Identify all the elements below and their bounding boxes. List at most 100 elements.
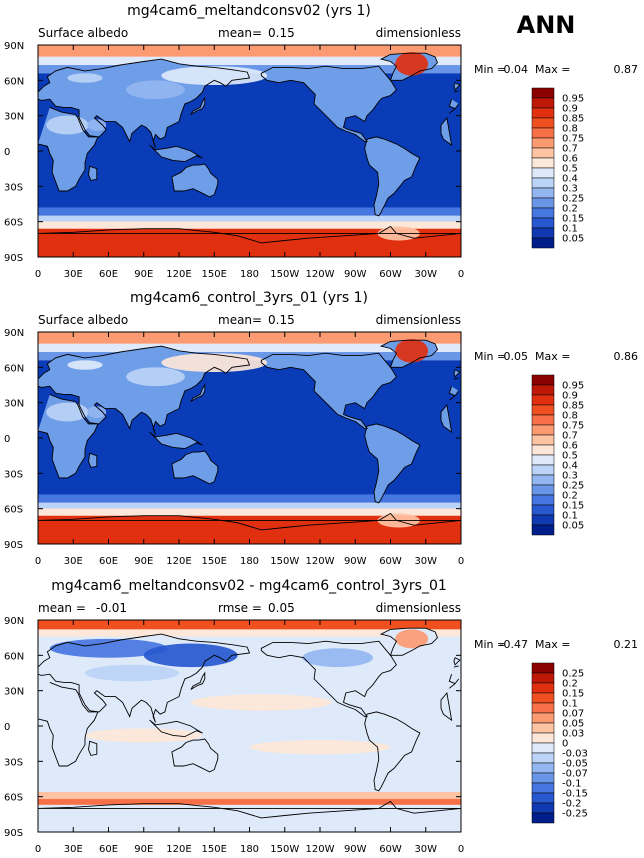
map-field bbox=[38, 332, 461, 544]
colorbar-label: -0.03 bbox=[562, 749, 588, 760]
colorbar-label: 0.9 bbox=[562, 104, 578, 115]
field-patch bbox=[87, 406, 107, 418]
field-patch bbox=[87, 119, 107, 131]
coastline-africa bbox=[38, 393, 456, 479]
field-patch bbox=[249, 740, 391, 755]
colorbar-label: 0.25 bbox=[562, 669, 584, 680]
units-label: dimensionless bbox=[376, 313, 461, 327]
colorbar-label: 0.05 bbox=[562, 521, 584, 532]
land-australia bbox=[171, 451, 218, 484]
mean-value: 0.15 bbox=[268, 26, 295, 40]
colorbar-cell bbox=[531, 772, 555, 784]
colorbar-label: 0.4 bbox=[562, 461, 578, 472]
units-label: dimensionless bbox=[376, 601, 461, 615]
colorbar-label: 0.15 bbox=[562, 501, 584, 512]
colorbar-label: 0.03 bbox=[562, 729, 584, 740]
lon-label: 30E bbox=[64, 269, 83, 280]
lon-label: 60W bbox=[379, 844, 402, 855]
lon-label: 0 bbox=[458, 556, 464, 567]
land-australia bbox=[171, 164, 218, 197]
colorbar-label: 0.7 bbox=[562, 431, 578, 442]
field-band bbox=[38, 799, 461, 805]
colorbar-label: 0.5 bbox=[562, 451, 578, 462]
land-eurasia bbox=[38, 634, 459, 723]
colorbar-cell bbox=[531, 484, 555, 496]
field-band bbox=[38, 508, 461, 516]
colorbar-cell bbox=[531, 207, 555, 219]
colorbar-cell bbox=[531, 792, 555, 804]
coastline-africa bbox=[38, 106, 456, 192]
lon-label: 150E bbox=[202, 844, 227, 855]
max-label: Max = bbox=[535, 350, 570, 363]
colorbar-label: 0.2 bbox=[562, 679, 578, 690]
coastline-antarctica bbox=[38, 225, 461, 244]
map-panel-3: mg4cam6_meltandconsv02 - mg4cam6_control… bbox=[4, 578, 638, 855]
lat-label: 60N bbox=[4, 76, 24, 87]
lat-label: 0 bbox=[4, 147, 10, 158]
field-band bbox=[38, 629, 461, 637]
colorbar-cell bbox=[531, 404, 555, 416]
colorbar-cell bbox=[531, 702, 555, 714]
colorbar-label: 0.2 bbox=[562, 204, 578, 215]
lon-label: 30E bbox=[64, 556, 83, 567]
field-patch bbox=[46, 402, 89, 422]
coastline-greenland bbox=[379, 339, 439, 368]
colorbar-label: 0.3 bbox=[562, 184, 578, 195]
lat-label: 30S bbox=[4, 182, 23, 193]
land-madagascar bbox=[88, 166, 97, 181]
colorbar-label: 0.2 bbox=[562, 491, 578, 502]
min-label: Min = bbox=[474, 63, 506, 76]
field-patch bbox=[302, 648, 373, 668]
colorbar-label: 0.6 bbox=[562, 154, 578, 165]
lat-label: 90N bbox=[4, 41, 24, 52]
colorbar-cell bbox=[531, 227, 555, 239]
colorbar-cell bbox=[531, 742, 555, 754]
colorbar-cell bbox=[531, 374, 555, 386]
field-patch bbox=[46, 115, 89, 135]
colorbar-cell bbox=[531, 662, 555, 674]
field-patch bbox=[161, 353, 268, 373]
colorbar: 0.250.20.150.10.070.050.030-0.03-0.05-0.… bbox=[531, 662, 588, 824]
lon-label: 60W bbox=[379, 556, 402, 567]
lon-label: 60E bbox=[99, 844, 118, 855]
coastline-japan bbox=[190, 96, 206, 115]
lat-label: 30N bbox=[4, 399, 24, 410]
lon-label: 90W bbox=[344, 844, 367, 855]
land-eurasia bbox=[38, 59, 459, 148]
colorbar-label: 0 bbox=[562, 739, 568, 750]
lon-label: 120E bbox=[166, 269, 191, 280]
field-patch bbox=[126, 367, 185, 387]
colorbar-cell bbox=[531, 434, 555, 446]
colorbar-label: 0.3 bbox=[562, 471, 578, 482]
rmse-label: rmse = bbox=[218, 601, 262, 615]
colorbar-cell bbox=[531, 682, 555, 694]
lon-label: 0 bbox=[458, 269, 464, 280]
min-value: -0.47 bbox=[500, 638, 528, 651]
lon-label: 60W bbox=[379, 269, 402, 280]
mean-label: mean= bbox=[218, 313, 262, 327]
colorbar-cell bbox=[531, 237, 555, 249]
colorbar-cell bbox=[531, 127, 555, 139]
colorbar-cell bbox=[531, 812, 555, 824]
colorbar-label: 0.1 bbox=[562, 224, 578, 235]
colorbar-label: 0.75 bbox=[562, 134, 584, 145]
lon-label: 120W bbox=[306, 269, 335, 280]
coastline-australia bbox=[171, 450, 219, 485]
colorbar-cell bbox=[531, 117, 555, 129]
min-label: Min = bbox=[474, 638, 506, 651]
colorbar-cell bbox=[531, 107, 555, 119]
panel-title: mg4cam6_meltandconsv02 - mg4cam6_control… bbox=[51, 578, 447, 594]
colorbar-label: 0.8 bbox=[562, 411, 578, 422]
colorbar-cell bbox=[531, 722, 555, 734]
lon-label: 90E bbox=[134, 556, 153, 567]
lon-label: 0 bbox=[458, 844, 464, 855]
lat-label: 30S bbox=[4, 757, 23, 768]
colorbar-cell bbox=[531, 177, 555, 189]
colorbar-label: 0.8 bbox=[562, 124, 578, 135]
mean-value: -0.01 bbox=[96, 601, 127, 615]
colorbar-cell bbox=[531, 444, 555, 456]
lon-label: 60E bbox=[99, 269, 118, 280]
colorbar-cell bbox=[531, 454, 555, 466]
panel-title: mg4cam6_meltandconsv02 (yrs 1) bbox=[127, 3, 371, 19]
